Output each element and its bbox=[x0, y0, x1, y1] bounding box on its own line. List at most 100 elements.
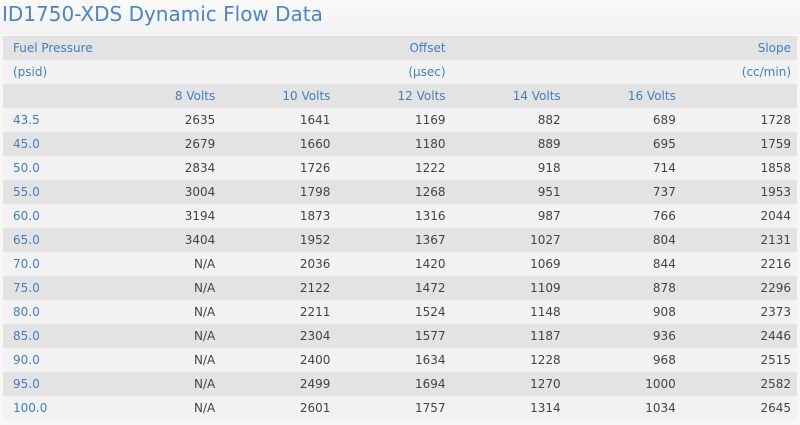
offset-cell: 1472 bbox=[415, 281, 446, 295]
offset-cell: 1873 bbox=[299, 209, 331, 223]
offset-cell: 1000 bbox=[645, 377, 676, 391]
slope-cell: 2446 bbox=[760, 329, 791, 343]
header-row-volts: 8 Volts 10 Volts 12 Volts 14 Volts 16 Vo… bbox=[3, 84, 797, 108]
fuel-pressure-cell: 80.0 bbox=[13, 305, 40, 319]
table-row: 95.0 N/A 2499 1694 1270 1000 2582 bbox=[3, 372, 797, 396]
offset-cell: N/A bbox=[194, 281, 216, 295]
flow-data-table: Fuel Pressure Offset Slope (psid) (µsec)… bbox=[3, 36, 797, 420]
slope-cell: 1728 bbox=[760, 113, 791, 127]
table-row: 75.0 N/A 2122 1472 1109 878 2296 bbox=[3, 276, 797, 300]
fuel-pressure-header: Fuel Pressure bbox=[13, 41, 93, 55]
fuel-pressure-cell: 100.0 bbox=[13, 401, 48, 415]
slope-cell: 1759 bbox=[760, 137, 791, 151]
fuel-pressure-cell: 55.0 bbox=[13, 185, 40, 199]
offset-cell: 1069 bbox=[530, 257, 561, 271]
ccmin-unit: (cc/min) bbox=[741, 65, 791, 79]
offset-cell: 1228 bbox=[530, 353, 561, 367]
slope-cell: 2131 bbox=[760, 233, 791, 247]
offset-cell: 1270 bbox=[530, 377, 561, 391]
offset-cell: 882 bbox=[537, 113, 561, 127]
slope-cell: 2582 bbox=[760, 377, 791, 391]
offset-cell: 1180 bbox=[415, 137, 446, 151]
table-row: 90.0 N/A 2400 1634 1228 968 2515 bbox=[3, 348, 797, 372]
offset-cell: 908 bbox=[652, 305, 676, 319]
fuel-pressure-cell: 85.0 bbox=[13, 329, 40, 343]
fuel-pressure-cell: 65.0 bbox=[13, 233, 40, 247]
offset-cell: 1726 bbox=[299, 161, 331, 175]
offset-cell: 1757 bbox=[415, 401, 446, 415]
slope-cell: 2216 bbox=[760, 257, 791, 271]
offset-cell: 1798 bbox=[299, 185, 331, 199]
offset-cell: N/A bbox=[194, 353, 216, 367]
offset-cell: 2400 bbox=[299, 353, 331, 367]
fuel-pressure-cell: 95.0 bbox=[13, 377, 40, 391]
table-row: 80.0 N/A 2211 1524 1148 908 2373 bbox=[3, 300, 797, 324]
offset-cell: 1641 bbox=[299, 113, 331, 127]
offset-cell: 987 bbox=[537, 209, 561, 223]
offset-cell: 804 bbox=[652, 233, 676, 247]
volts-header: 16 Volts bbox=[627, 89, 676, 103]
fuel-pressure-cell: 43.5 bbox=[13, 113, 40, 127]
offset-cell: 3194 bbox=[184, 209, 216, 223]
header-row-labels: Fuel Pressure Offset Slope bbox=[3, 36, 797, 60]
fuel-pressure-cell: 45.0 bbox=[13, 137, 40, 151]
fuel-pressure-cell: 70.0 bbox=[13, 257, 40, 271]
offset-cell: 1367 bbox=[415, 233, 446, 247]
fuel-pressure-cell: 75.0 bbox=[13, 281, 40, 295]
offset-cell: 844 bbox=[652, 257, 676, 271]
offset-cell: 1420 bbox=[415, 257, 446, 271]
offset-cell: 695 bbox=[652, 137, 676, 151]
offset-cell: 2211 bbox=[299, 305, 331, 319]
offset-cell: 2499 bbox=[299, 377, 331, 391]
offset-cell: 3404 bbox=[184, 233, 216, 247]
offset-cell: 1109 bbox=[530, 281, 561, 295]
offset-cell: N/A bbox=[194, 305, 216, 319]
slope-cell: 2373 bbox=[760, 305, 791, 319]
offset-cell: 1169 bbox=[415, 113, 446, 127]
psid-unit: (psid) bbox=[13, 65, 48, 79]
offset-cell: 878 bbox=[652, 281, 676, 295]
slope-cell: 2515 bbox=[760, 353, 791, 367]
slope-cell: 2044 bbox=[760, 209, 791, 223]
volts-header: 12 Volts bbox=[397, 89, 446, 103]
offset-cell: 968 bbox=[652, 353, 676, 367]
offset-cell: 1148 bbox=[530, 305, 561, 319]
offset-cell: 1694 bbox=[415, 377, 446, 391]
offset-cell: N/A bbox=[194, 257, 216, 271]
slope-cell: 1953 bbox=[760, 185, 791, 199]
fuel-pressure-cell: 50.0 bbox=[13, 161, 40, 175]
offset-cell: 1314 bbox=[530, 401, 561, 415]
offset-cell: 1524 bbox=[415, 305, 446, 319]
table-row: 43.5 2635 1641 1169 882 689 1728 bbox=[3, 108, 797, 132]
table-row: 85.0 N/A 2304 1577 1187 936 2446 bbox=[3, 324, 797, 348]
offset-cell: 1952 bbox=[299, 233, 331, 247]
offset-cell: 936 bbox=[652, 329, 676, 343]
slope-cell: 2296 bbox=[760, 281, 791, 295]
offset-cell: 2036 bbox=[299, 257, 331, 271]
offset-cell: 1034 bbox=[645, 401, 676, 415]
offset-cell: 3004 bbox=[184, 185, 216, 199]
fuel-pressure-cell: 60.0 bbox=[13, 209, 40, 223]
offset-cell: 1634 bbox=[415, 353, 446, 367]
slope-header: Slope bbox=[757, 41, 791, 55]
offset-cell: 2304 bbox=[299, 329, 331, 343]
offset-cell: 689 bbox=[652, 113, 676, 127]
table-row: 45.0 2679 1660 1180 889 695 1759 bbox=[3, 132, 797, 156]
slope-cell: 1858 bbox=[760, 161, 791, 175]
table-row: 55.0 3004 1798 1268 951 737 1953 bbox=[3, 180, 797, 204]
volts-header: 8 Volts bbox=[174, 89, 216, 103]
offset-cell: 766 bbox=[652, 209, 676, 223]
table-row: 65.0 3404 1952 1367 1027 804 2131 bbox=[3, 228, 797, 252]
offset-cell: 2635 bbox=[184, 113, 216, 127]
offset-cell: 1268 bbox=[415, 185, 446, 199]
offset-cell: 2601 bbox=[299, 401, 331, 415]
page-title: ID1750-XDS Dynamic Flow Data bbox=[0, 0, 800, 34]
offset-cell: 951 bbox=[537, 185, 561, 199]
offset-cell: N/A bbox=[194, 329, 216, 343]
offset-cell: 1027 bbox=[530, 233, 561, 247]
offset-cell: 714 bbox=[652, 161, 676, 175]
table-row: 70.0 N/A 2036 1420 1069 844 2216 bbox=[3, 252, 797, 276]
volts-header: 10 Volts bbox=[282, 89, 331, 103]
offset-cell: N/A bbox=[194, 377, 216, 391]
table-row: 50.0 2834 1726 1222 918 714 1858 bbox=[3, 156, 797, 180]
